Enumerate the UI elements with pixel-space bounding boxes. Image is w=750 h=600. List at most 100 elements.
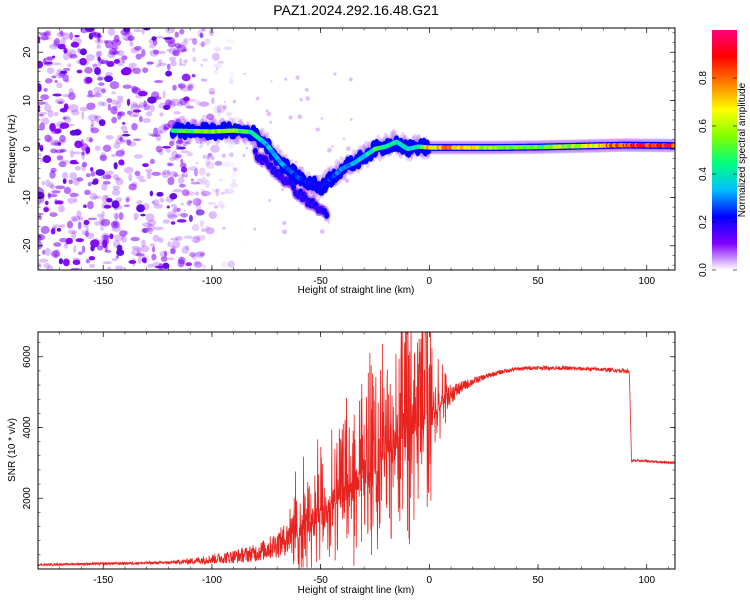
noise-blob	[57, 43, 66, 50]
noise-blob	[211, 97, 215, 104]
noise-blob	[331, 145, 334, 148]
noise-blob	[182, 144, 186, 148]
noise-blob	[204, 225, 211, 231]
noise-blob	[110, 106, 118, 115]
noise-blob	[142, 222, 152, 228]
noise-blob	[69, 172, 78, 180]
noise-blob	[199, 137, 203, 144]
noise-blob	[142, 163, 149, 168]
noise-blob	[95, 92, 103, 98]
noise-blob	[41, 117, 50, 125]
noise-blob	[173, 172, 178, 177]
noise-blob	[188, 166, 198, 171]
noise-blob	[100, 227, 104, 231]
noise-blob	[54, 128, 62, 134]
noise-blob	[185, 175, 188, 178]
colorbar-tick-label: 0.2	[698, 215, 709, 229]
noise-blob	[93, 238, 100, 245]
noise-blob	[96, 50, 103, 57]
noise-blob	[166, 169, 171, 175]
noise-blob	[52, 227, 57, 230]
noise-blob	[185, 262, 193, 267]
noise-blob	[43, 262, 51, 269]
noise-blob	[174, 214, 178, 218]
noise-blob	[56, 82, 63, 89]
noise-blob	[192, 197, 202, 206]
noise-blob	[228, 152, 234, 158]
noise-blob	[201, 190, 211, 197]
noise-blob	[69, 54, 78, 59]
noise-blob	[149, 190, 154, 197]
noise-blob	[190, 178, 194, 182]
noise-blob	[208, 90, 215, 95]
noise-blob	[59, 148, 67, 153]
noise-blob	[115, 101, 122, 109]
noise-blob	[72, 151, 82, 155]
noise-blob	[232, 178, 237, 184]
noise-blob	[159, 197, 165, 203]
snr-frame	[37, 331, 676, 570]
noise-blob	[39, 157, 47, 163]
noise-blob	[128, 114, 139, 118]
spectrogram-y-ticks: -20 -10 0 10 20	[22, 32, 675, 266]
noise-blob	[186, 105, 194, 109]
branch-core	[291, 184, 297, 192]
noise-blob	[163, 37, 173, 40]
noise-blob	[214, 160, 223, 166]
noise-blob	[108, 48, 118, 56]
noise-blob	[146, 111, 153, 117]
x-tick-label: 0	[427, 575, 433, 586]
noise-blob	[76, 69, 83, 74]
noise-blob	[181, 245, 190, 254]
noise-blob	[178, 183, 186, 188]
noise-blob	[67, 49, 77, 57]
noise-blob	[85, 230, 89, 237]
noise-blob	[222, 161, 232, 168]
noise-blob	[101, 183, 108, 191]
noise-blob	[38, 60, 44, 69]
noise-blob	[169, 193, 178, 200]
noise-blob	[137, 90, 148, 97]
noise-blob	[86, 30, 92, 34]
noise-blob	[200, 41, 205, 48]
noise-blob	[38, 201, 41, 206]
noise-blob	[114, 212, 119, 221]
x-tick-label: -50	[313, 276, 328, 287]
noise-blob	[143, 100, 147, 108]
noise-blob	[179, 97, 187, 106]
noise-blob	[38, 258, 49, 263]
noise-blob	[152, 39, 158, 46]
noise-blob	[118, 111, 126, 117]
noise-blob	[63, 186, 72, 195]
noise-blob	[98, 119, 106, 127]
noise-blob	[216, 67, 219, 71]
noise-blob	[342, 137, 346, 140]
noise-blob	[169, 171, 179, 178]
noise-blob	[101, 88, 106, 94]
noise-blob	[153, 49, 159, 55]
noise-blob	[102, 180, 111, 185]
snr-series-line	[38, 332, 675, 568]
noise-blob	[191, 74, 196, 78]
noise-blob	[97, 34, 101, 43]
noise-blob	[178, 212, 182, 217]
noise-blob	[53, 142, 61, 146]
noise-blob	[284, 77, 288, 81]
noise-blob	[128, 183, 137, 191]
noise-blob	[131, 245, 140, 250]
noise-blob	[99, 154, 108, 162]
noise-blob	[62, 116, 67, 120]
noise-blob	[57, 100, 64, 104]
noise-blob	[115, 255, 119, 259]
noise-blob	[188, 118, 199, 126]
noise-blob	[47, 109, 54, 118]
noise-blob	[111, 258, 118, 262]
noise-blob	[134, 45, 142, 51]
noise-blob	[265, 109, 269, 113]
noise-blob	[95, 51, 101, 58]
noise-blob	[74, 34, 80, 38]
noise-blob	[119, 230, 127, 237]
noise-blob	[195, 161, 198, 165]
noise-blob	[180, 173, 186, 179]
noise-blob	[153, 80, 164, 84]
